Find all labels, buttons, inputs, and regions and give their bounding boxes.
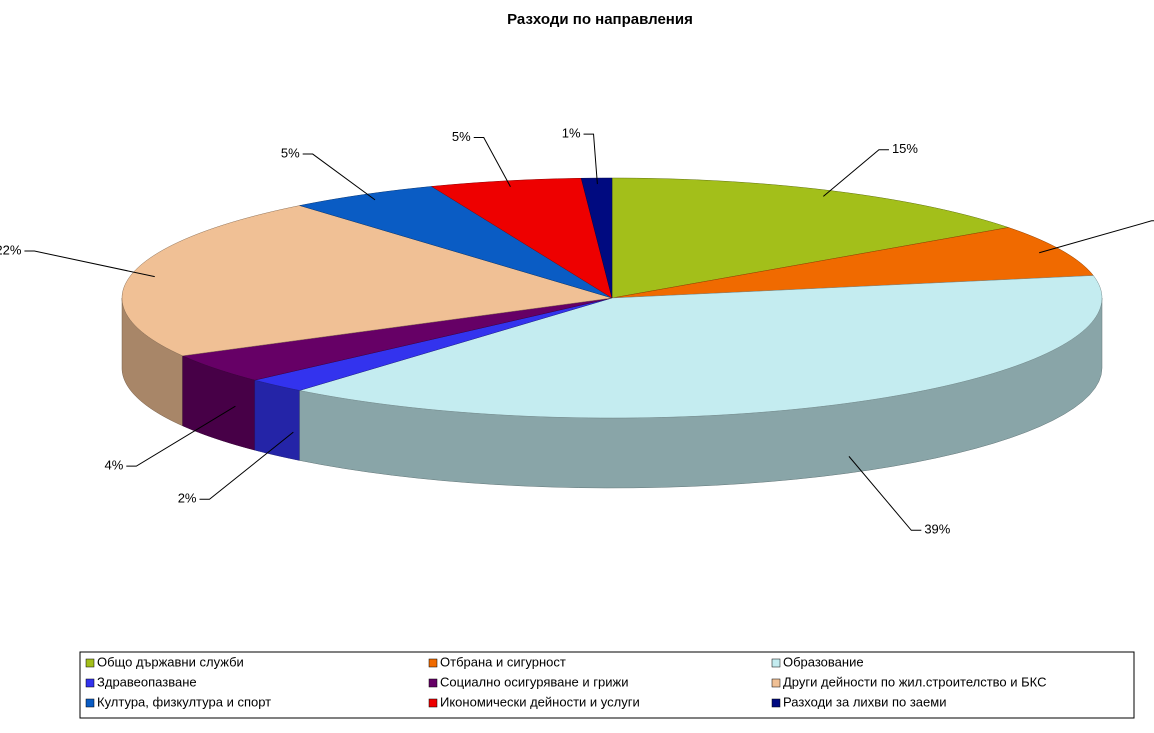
- leader-line: [473, 136, 511, 187]
- data-label: 5%: [452, 129, 471, 144]
- data-label: 5%: [281, 145, 300, 160]
- legend-swatch: [85, 658, 95, 668]
- legend-label: Икономически дейности и услуги: [440, 694, 640, 709]
- leader-line: [126, 405, 236, 467]
- legend-swatch: [85, 678, 95, 688]
- data-label: 39%: [924, 522, 950, 537]
- leader-line: [24, 250, 155, 278]
- slice-side: [254, 379, 300, 461]
- leader-line: [823, 149, 889, 197]
- chart-title: Разходи по направления: [507, 11, 693, 28]
- legend-swatch: [771, 698, 781, 708]
- legend-label: Култура, физкултура и спорт: [97, 694, 271, 709]
- legend-swatch: [771, 678, 781, 688]
- data-label: 1%: [562, 126, 581, 141]
- leader-line: [848, 456, 922, 531]
- leader-line: [583, 133, 598, 185]
- slice: [611, 177, 1009, 299]
- slice: [430, 177, 613, 299]
- legend-swatch: [428, 658, 438, 668]
- leader-line: [1039, 220, 1154, 254]
- legend-box: [79, 651, 1135, 719]
- legend-label: Здравеопазване: [97, 674, 197, 689]
- leader-line: [199, 431, 294, 500]
- legend-label: Образование: [783, 654, 864, 669]
- legend-label: Други дейности по жил.строителство и БКС: [783, 674, 1047, 689]
- legend-swatch: [428, 678, 438, 688]
- data-label: 4%: [105, 458, 124, 473]
- data-label: 2%: [178, 491, 197, 506]
- legend-label: Общо държавни служби: [97, 654, 244, 669]
- data-label: 15%: [892, 141, 918, 156]
- legend-label: Отбрана и сигурност: [440, 654, 566, 669]
- leader-line: [302, 153, 376, 201]
- slice: [181, 297, 613, 381]
- legend-label: Социално осигуряване и грижи: [440, 674, 628, 689]
- slice: [611, 227, 1094, 299]
- slice: [121, 205, 613, 357]
- data-label: 22%: [0, 242, 22, 257]
- legend-swatch: [85, 698, 95, 708]
- slice: [254, 297, 613, 391]
- legend-label: Разходи за лихви по заеми: [783, 694, 946, 709]
- slice: [299, 275, 1103, 419]
- legend-swatch: [428, 698, 438, 708]
- slice: [299, 186, 613, 299]
- legend-swatch: [771, 658, 781, 668]
